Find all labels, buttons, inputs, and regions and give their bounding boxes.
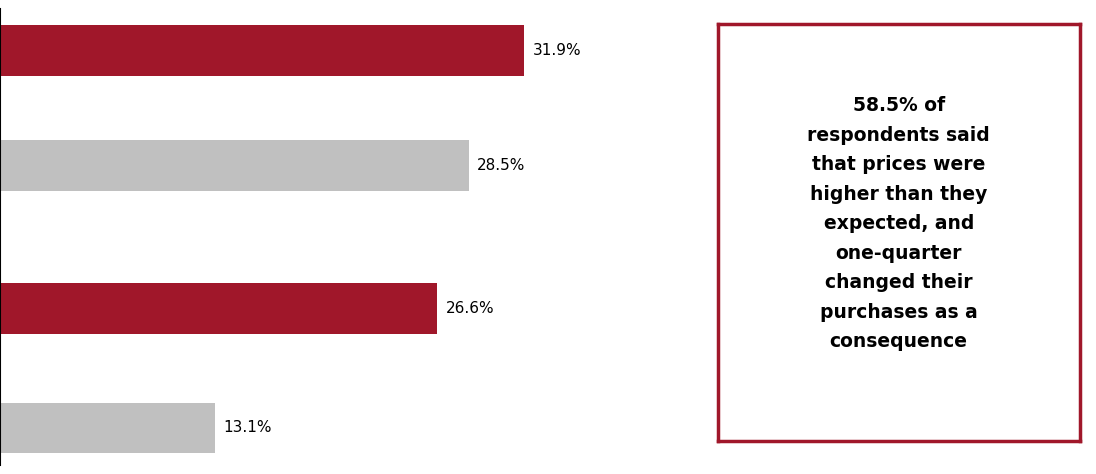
Bar bbox=[0, 25, 525, 76]
Text: 58.5% of
respondents said
that prices were
higher than they
expected, and
one-qu: 58.5% of respondents said that prices we… bbox=[808, 96, 990, 351]
Bar bbox=[0, 140, 469, 191]
Bar bbox=[0, 283, 437, 334]
Text: 31.9%: 31.9% bbox=[533, 43, 581, 58]
Bar bbox=[0, 403, 215, 453]
Text: 26.6%: 26.6% bbox=[445, 301, 494, 316]
Text: 13.1%: 13.1% bbox=[224, 420, 272, 436]
Text: 28.5%: 28.5% bbox=[477, 158, 525, 173]
